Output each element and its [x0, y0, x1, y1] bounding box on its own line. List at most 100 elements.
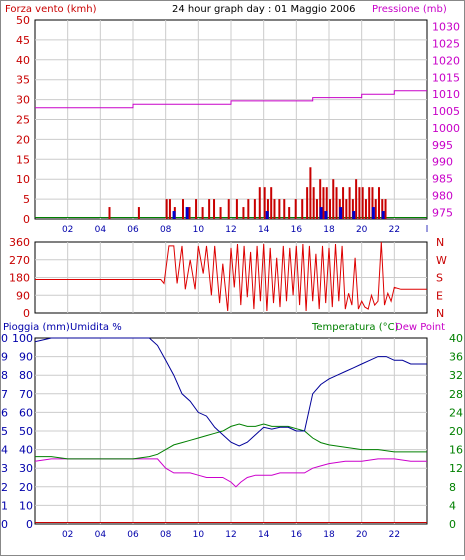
- compass-letter: E: [436, 289, 443, 302]
- wind-bar: [208, 199, 211, 219]
- x-tick-label: 22: [389, 225, 400, 235]
- temperature-tick-label: 4: [449, 499, 456, 512]
- gust-bar: [371, 207, 375, 219]
- compass-letter: W: [436, 254, 447, 267]
- wind-bar: [108, 207, 111, 219]
- wind-bar: [301, 199, 304, 219]
- x-tick-label: 16: [291, 530, 303, 540]
- y2-tick-label: 1010: [432, 88, 460, 101]
- y-tick-label: 5: [23, 193, 30, 206]
- humidity-tick-label: 10: [19, 499, 33, 512]
- x-tick-label: 20: [356, 530, 368, 540]
- y2-tick-label: 985: [432, 173, 453, 186]
- x-tick-label: 06: [127, 225, 139, 235]
- x-tick-label: 12: [225, 225, 236, 235]
- humidity-tick-label: 70: [19, 388, 33, 401]
- rain-tick-label: 9: [1, 351, 8, 364]
- wind-bar: [315, 199, 318, 219]
- humidity-tick-label: 50: [19, 425, 33, 438]
- wind-bar: [263, 187, 266, 219]
- x-tick-label: 04: [95, 530, 107, 540]
- humidity-tick-label: 20: [19, 481, 33, 494]
- wind-bar: [378, 187, 380, 219]
- gust-bar: [381, 211, 385, 219]
- wind-bar: [195, 199, 198, 219]
- wind-bar: [374, 199, 377, 219]
- rain-tick-label: 6: [1, 406, 8, 419]
- wind-bar: [288, 207, 291, 219]
- x-tick-label: 12: [225, 530, 236, 540]
- wind-bar: [306, 187, 309, 219]
- chart-label-left: Forza vento (kmh): [5, 4, 97, 15]
- wind-bar: [381, 199, 384, 219]
- gust-bar: [324, 211, 328, 219]
- wind-bar: [247, 199, 250, 219]
- y2-tick-label: 995: [432, 139, 453, 152]
- humidity-tick-label: 60: [19, 406, 33, 419]
- rain-tick-label: 10: [0, 332, 8, 345]
- y-tick-label: 20: [16, 133, 30, 146]
- wind-bar: [235, 199, 238, 219]
- humidity-label: Umidita %: [70, 322, 122, 333]
- temperature-tick-label: 16: [449, 444, 463, 457]
- x-tick-label: 16: [291, 225, 303, 235]
- rain-tick-label: 3: [1, 462, 8, 475]
- wind-bar: [283, 199, 286, 219]
- humidity-tick-label: 90: [19, 351, 33, 364]
- x-tick-label: 14: [258, 530, 270, 540]
- x-tick-label: l: [426, 225, 429, 235]
- direction-tick-label: 0: [23, 307, 30, 320]
- wind-bar: [329, 199, 331, 219]
- wind-bar: [348, 187, 351, 219]
- wind-direction-line: [35, 241, 427, 312]
- chart-label-right: Pressione (mb): [372, 4, 447, 15]
- gust-bar: [265, 211, 269, 219]
- y-tick-label: 45: [16, 34, 30, 47]
- wind-bar: [358, 187, 361, 219]
- pressure-line: [35, 90, 427, 109]
- wind-bar: [270, 187, 273, 219]
- gust-bar: [319, 207, 323, 219]
- wind-bar: [368, 187, 371, 219]
- wind-bar: [253, 199, 256, 219]
- compass-letter: S: [436, 272, 443, 285]
- y-tick-label: 15: [16, 153, 30, 166]
- y2-tick-label: 980: [432, 189, 453, 202]
- y2-tick-label: 1030: [432, 21, 460, 34]
- rain-label: Pioggia (mm): [3, 322, 70, 333]
- humidity-tick-label: 30: [19, 462, 33, 475]
- chart-title: 24 hour graph day : 01 Maggio 2006: [172, 4, 355, 15]
- x-tick-label: 20: [356, 225, 368, 235]
- x-tick-label: 10: [193, 225, 205, 235]
- humidity-tick-label: 0: [26, 518, 33, 531]
- x-tick-label: 04: [95, 225, 107, 235]
- y2-tick-label: 1005: [432, 105, 460, 118]
- wind-bar: [137, 207, 140, 219]
- wind-bar: [351, 199, 354, 219]
- humidity-tick-label: 100: [12, 332, 33, 345]
- rain-tick-label: 2: [1, 481, 8, 494]
- wind-bar: [325, 187, 328, 219]
- wind-bar: [371, 187, 374, 219]
- temperature-label: Temperatura (°C): [311, 322, 399, 333]
- gust-bar: [339, 207, 343, 219]
- compass-letter: N: [436, 307, 444, 320]
- wind-bar: [278, 199, 281, 219]
- rain-tick-label: 7: [1, 388, 8, 401]
- y-tick-label: 35: [16, 74, 30, 87]
- x-tick-label: 02: [62, 225, 73, 235]
- wind-bar: [258, 187, 261, 219]
- compass-letter: N: [436, 236, 444, 249]
- humidity-line: [34, 337, 427, 447]
- gust-bar: [352, 211, 356, 219]
- direction-tick-label: 360: [9, 236, 30, 249]
- wind-bar: [322, 187, 325, 219]
- wind-bar: [273, 199, 276, 219]
- y-tick-label: 30: [16, 94, 30, 107]
- y-tick-label: 50: [16, 14, 30, 27]
- y-tick-label: 25: [16, 114, 30, 127]
- gust-bar: [185, 207, 189, 219]
- temperature-tick-label: 36: [449, 351, 463, 364]
- temperature-tick-label: 0: [449, 518, 456, 531]
